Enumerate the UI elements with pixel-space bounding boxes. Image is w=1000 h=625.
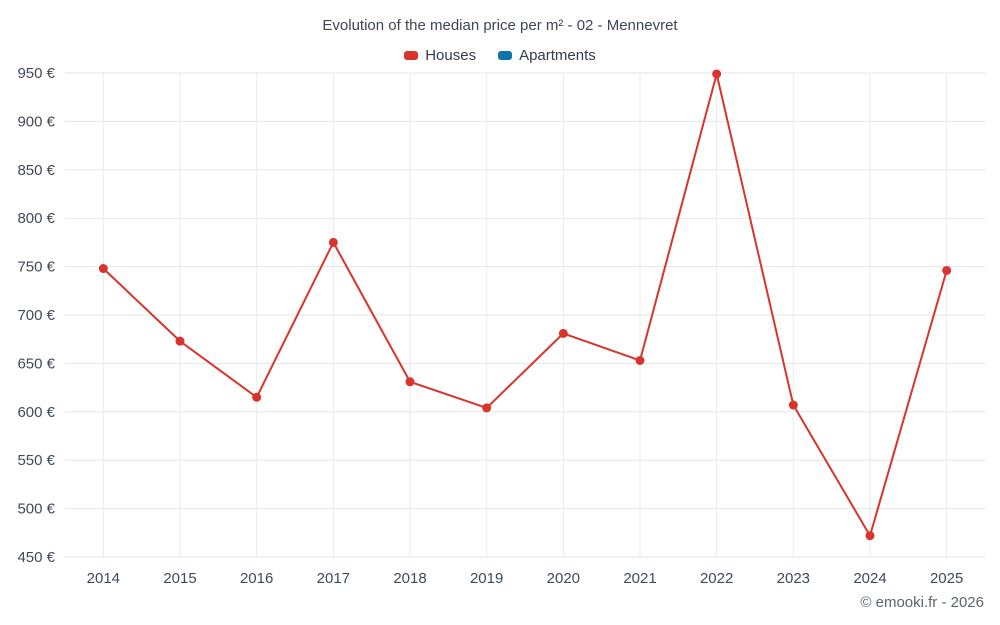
y-axis-tick-label: 700 € <box>17 307 55 324</box>
legend-item-apartments[interactable]: Apartments <box>498 47 596 64</box>
series-line-houses <box>102 72 948 537</box>
x-axis-tick-label: 2024 <box>853 570 886 587</box>
data-point[interactable] <box>482 403 492 413</box>
data-point[interactable] <box>712 69 722 79</box>
y-axis-tick-label: 850 € <box>17 162 55 179</box>
x-axis-tick-label: 2022 <box>700 570 733 587</box>
data-point[interactable] <box>558 328 568 338</box>
data-point[interactable] <box>865 531 875 541</box>
x-axis-tick-label: 2015 <box>163 570 196 587</box>
y-axis-tick-label: 600 € <box>17 404 55 421</box>
x-axis-tick-label: 2020 <box>547 570 580 587</box>
y-axis-tick-label: 750 € <box>17 259 55 276</box>
x-axis-tick-label: 2014 <box>87 570 120 587</box>
y-axis-tick-label: 650 € <box>17 355 55 372</box>
x-axis-tick-label: 2016 <box>240 570 273 587</box>
data-point[interactable] <box>252 392 262 402</box>
y-axis-tick-label: 550 € <box>17 452 55 469</box>
x-axis-tick-label: 2021 <box>623 570 656 587</box>
y-axis-tick-label: 450 € <box>17 549 55 566</box>
houses-series-swatch-icon <box>404 51 419 60</box>
data-point[interactable] <box>788 400 798 410</box>
legend-label-houses: Houses <box>425 47 477 64</box>
data-point[interactable] <box>942 265 952 275</box>
data-point[interactable] <box>98 264 108 274</box>
x-axis-tick-label: 2019 <box>470 570 503 587</box>
y-axis-tick-label: 800 € <box>17 210 55 227</box>
legend-item-houses[interactable]: Houses <box>404 47 476 64</box>
chart-legend: Houses Apartments <box>0 47 1000 64</box>
data-point[interactable] <box>405 377 415 387</box>
y-axis-tick-label: 900 € <box>17 113 55 130</box>
data-point[interactable] <box>635 355 645 365</box>
y-axis-tick-label: 950 € <box>17 65 55 82</box>
legend-label-apartments: Apartments <box>519 47 596 64</box>
y-axis-tick-label: 500 € <box>17 501 55 518</box>
x-axis-tick-label: 2018 <box>393 570 426 587</box>
apartments-series-swatch-icon <box>498 51 513 60</box>
data-point[interactable] <box>175 336 185 346</box>
x-axis-tick-label: 2025 <box>930 570 963 587</box>
x-axis-tick-label: 2023 <box>777 570 810 587</box>
x-axis-tick-label: 2017 <box>317 570 350 587</box>
copyright-credit: © emooki.fr - 2026 <box>860 594 984 611</box>
chart-title: Evolution of the median price per m² - 0… <box>322 17 678 34</box>
data-point[interactable] <box>328 237 338 247</box>
